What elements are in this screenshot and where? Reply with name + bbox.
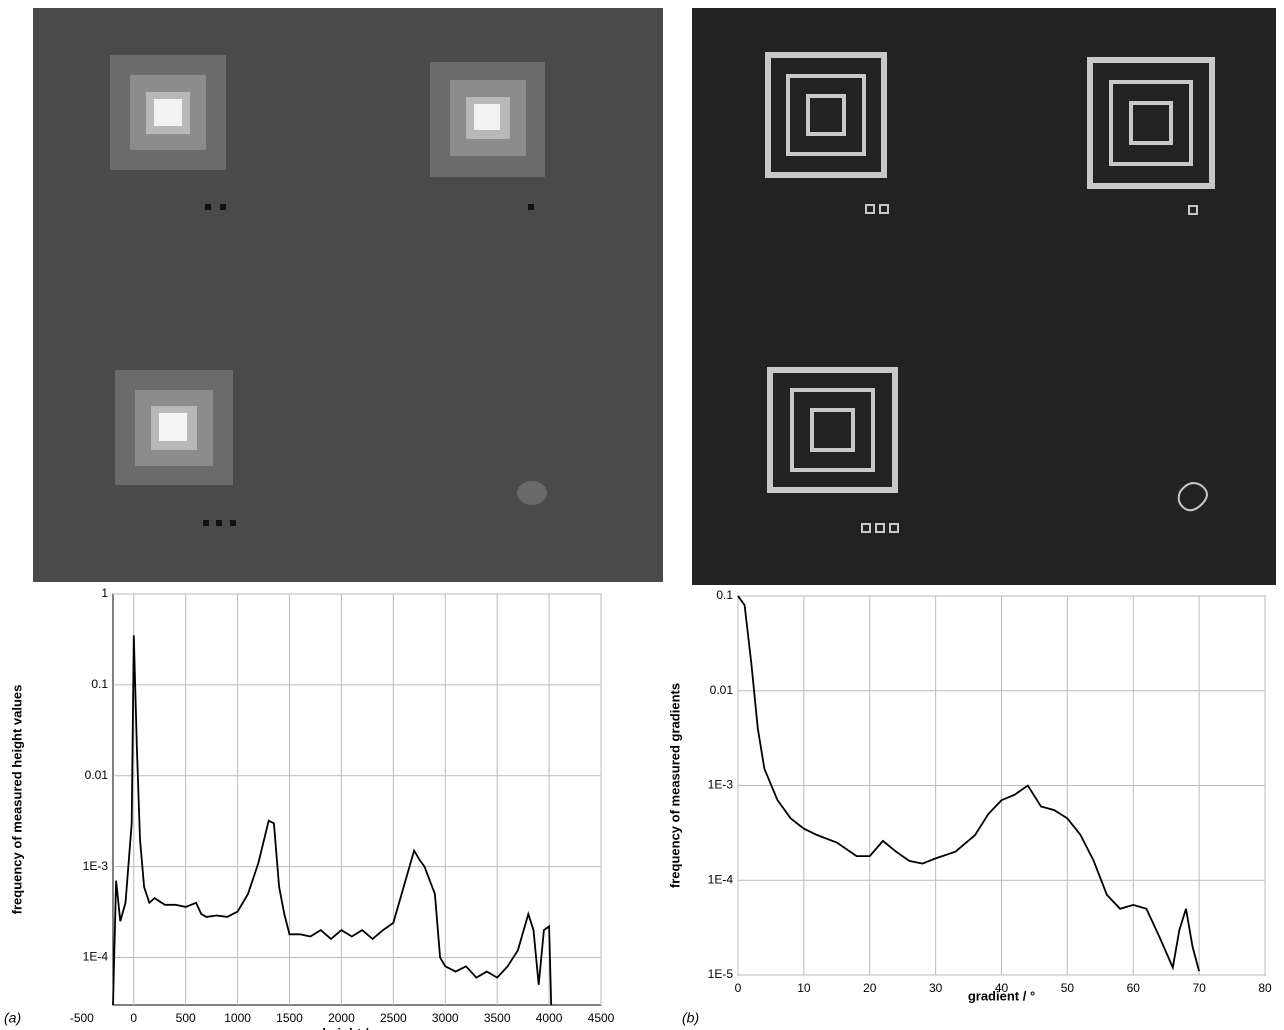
x-tick-label: 60 xyxy=(1127,981,1141,995)
x-tick-label: 500 xyxy=(176,1011,196,1025)
y-tick-label: 1E-4 xyxy=(708,872,734,886)
x-tick-label: 20 xyxy=(863,981,877,995)
x-tick-label: 30 xyxy=(929,981,943,995)
x-tick-label: 50 xyxy=(1061,981,1075,995)
x-axis-title: gradient / ° xyxy=(968,988,1035,1003)
x-tick-label: 2000 xyxy=(328,1011,355,1025)
y-tick-label: 1E-3 xyxy=(83,859,109,873)
afm-height-image xyxy=(33,8,663,582)
y-tick-label: 1E-3 xyxy=(708,778,734,792)
y-axis-title: frequency of measured height values xyxy=(9,685,24,915)
afm-gradient-image xyxy=(692,8,1276,585)
y-tick-label: 1E-5 xyxy=(708,967,734,981)
plot-area xyxy=(112,593,602,1006)
y-tick-label: 1E-4 xyxy=(83,950,109,964)
x-tick-label: 10 xyxy=(797,981,811,995)
x-tick-label: 1000 xyxy=(224,1011,251,1025)
panel-label: (b) xyxy=(682,1010,699,1026)
x-tick-label: 0 xyxy=(735,981,742,995)
x-tick-label: 80 xyxy=(1258,981,1272,995)
x-tick-label: 2500 xyxy=(380,1011,407,1025)
x-tick-label: 1500 xyxy=(276,1011,303,1025)
y-tick-label: 1 xyxy=(101,586,108,600)
x-axis-title: height / nm xyxy=(322,1025,391,1030)
y-tick-label: 0.1 xyxy=(716,588,733,602)
y-axis-title: frequency of measured gradients xyxy=(667,683,682,888)
y-tick-label: 0.1 xyxy=(91,677,108,691)
x-tick-label: -500 xyxy=(70,1011,94,1025)
x-tick-label: 4000 xyxy=(536,1011,563,1025)
x-tick-label: 70 xyxy=(1192,981,1206,995)
x-tick-label: 0 xyxy=(130,1011,137,1025)
data-line xyxy=(737,595,1200,972)
x-tick-label: 40 xyxy=(995,981,1009,995)
x-tick-label: 4500 xyxy=(588,1011,615,1025)
y-tick-label: 0.01 xyxy=(85,768,109,782)
x-tick-label: 3500 xyxy=(484,1011,511,1025)
panel-label: (a) xyxy=(4,1010,21,1026)
data-line xyxy=(112,635,553,1006)
y-tick-label: 0.01 xyxy=(710,683,734,697)
x-tick-label: 3000 xyxy=(432,1011,459,1025)
